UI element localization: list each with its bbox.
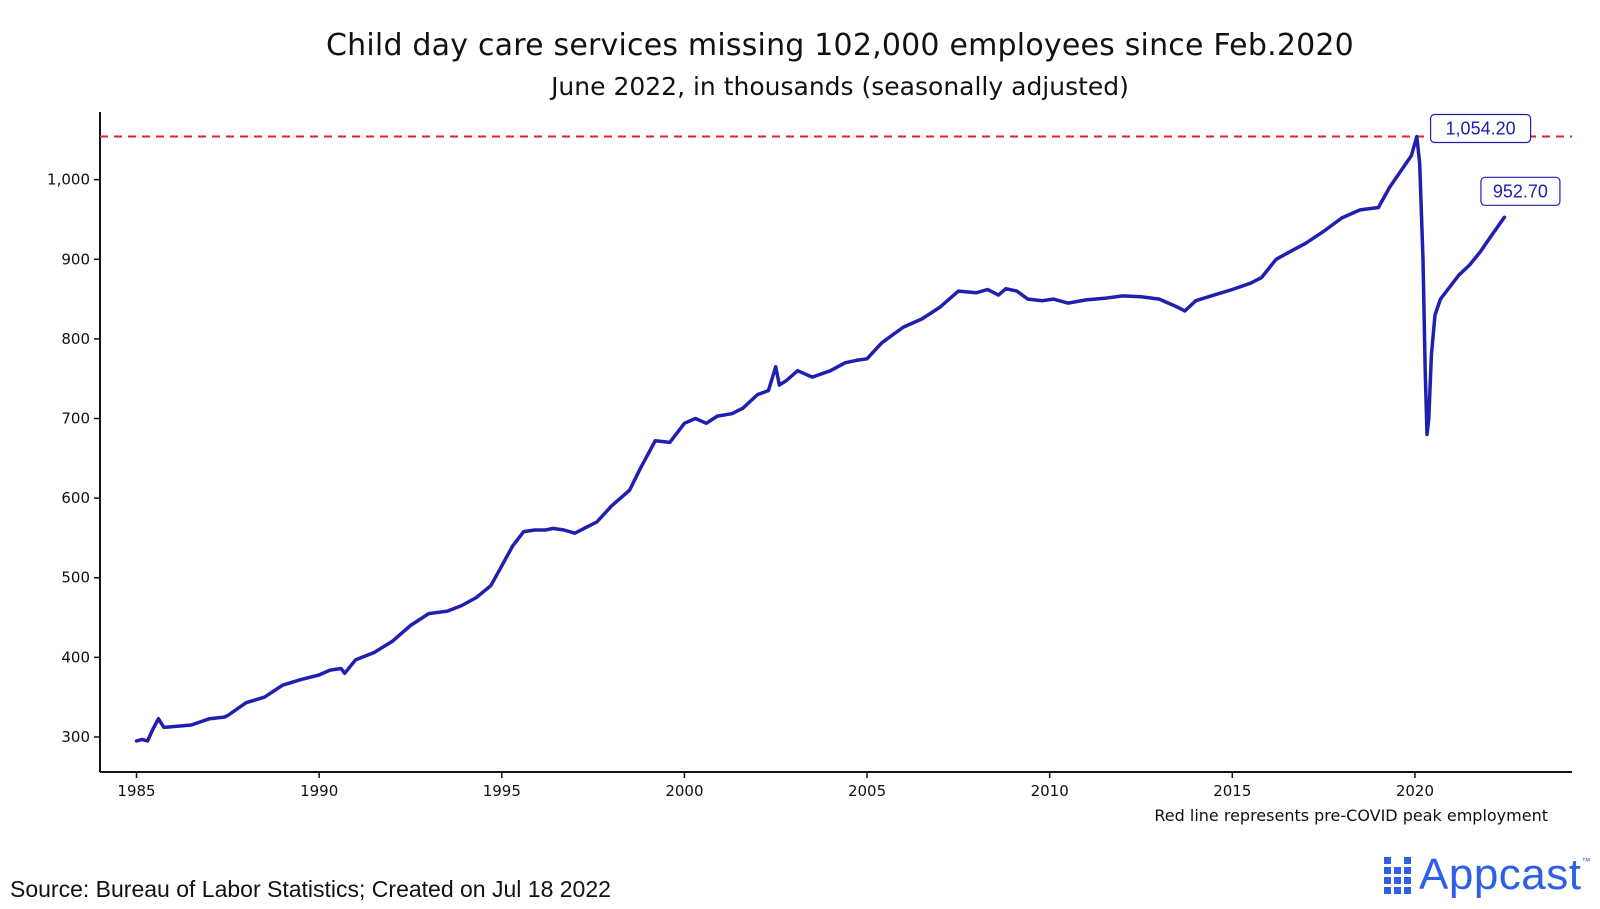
series-group [134,134,1507,743]
appcast-logo-text: Appcast [1419,850,1582,899]
annotation-label: 1,054.20 [1446,119,1516,139]
y-tick-label: 1,000 [47,171,90,189]
y-tick-label: 600 [61,489,90,507]
x-tick-label: 2005 [848,782,886,800]
x-tick-label: 1995 [483,782,521,800]
chart-title: Child day care services missing 102,000 … [326,28,1354,63]
y-tick-label: 300 [61,728,90,746]
y-tick-label: 900 [61,250,90,268]
x-tick-label: 2010 [1031,782,1069,800]
x-tick-label: 2015 [1213,782,1251,800]
x-tick-label: 2000 [665,782,703,800]
chart-subtitle: June 2022, in thousands (seasonally adju… [551,72,1129,101]
annotation-box [1429,113,1532,144]
y-tick-label: 400 [61,648,90,666]
x-tick-label: 1985 [117,782,155,800]
x-tick-label: 2020 [1396,782,1434,800]
axes [99,112,1572,773]
appcast-logo-icon [1384,856,1411,894]
y-tick-label: 500 [61,569,90,587]
axis-ticks: 300 400 500 600 700 800 900 1,000 1985 1990 1995 20… [47,171,1434,800]
trademark-symbol: ™ [1581,856,1591,866]
appcast-logo: Appcast ™ [1384,850,1590,900]
reference-line-caption: Red line represents pre-COVID peak emplo… [1154,806,1548,825]
annotations-group: 1,054.20 952.70 [1429,113,1561,206]
y-tick-label: 700 [61,410,90,428]
x-tick-label: 1990 [300,782,338,800]
employment-series-line [134,134,1507,743]
annotation-box [1480,176,1561,206]
source-note: Source: Bureau of Labor Statistics; Crea… [10,876,611,902]
annotation-label: 952.70 [1493,181,1548,201]
y-tick-label: 800 [61,330,90,348]
